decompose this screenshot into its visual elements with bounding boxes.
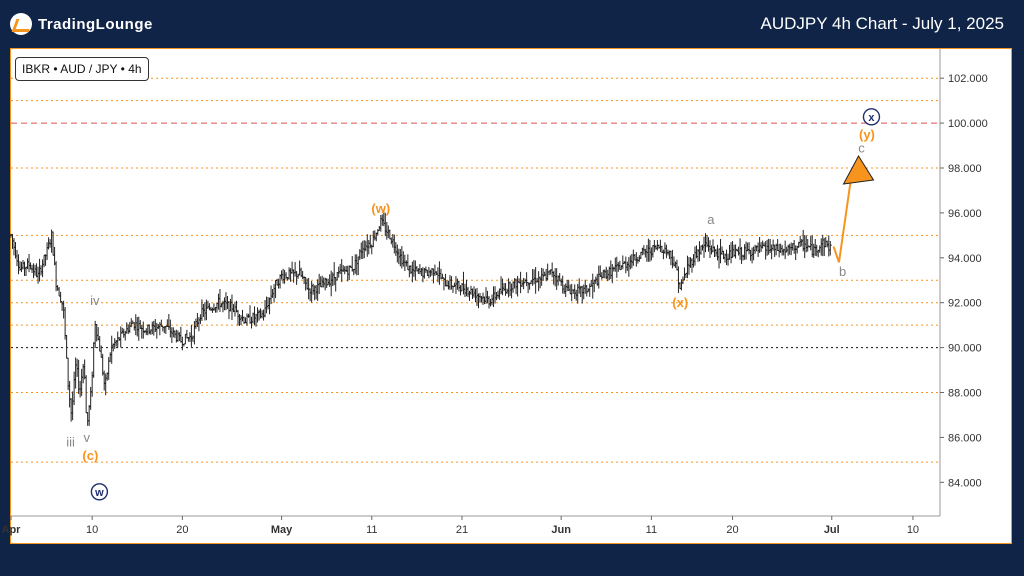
wave-label-8: b	[839, 264, 846, 279]
x-tick-label-7: 11	[646, 524, 657, 536]
price-bar	[84, 375, 88, 414]
projection-path	[832, 167, 854, 263]
top-bar: TradingLounge AUDJPY 4h Chart - July 1, …	[0, 0, 1024, 50]
wave-label-3: (c)	[82, 448, 98, 463]
wave-label-1: iii	[66, 434, 75, 449]
wave-label-11: x	[868, 112, 875, 124]
logo-text: TradingLounge	[38, 15, 153, 33]
x-tick-label-6: Jun	[551, 524, 571, 536]
x-tick-label-10: 10	[907, 524, 919, 536]
price-bar	[350, 256, 354, 272]
y-tick-label-3: 90.000	[948, 343, 982, 355]
chart-logo-icon	[10, 13, 32, 35]
price-bar	[828, 241, 832, 256]
y-tick-label-2: 88.000	[948, 388, 982, 400]
chart-frame	[10, 48, 1012, 544]
y-tick-label-7: 98.000	[948, 163, 982, 175]
y-tick-label-4: 92.000	[948, 298, 982, 310]
tradinglounge-logo[interactable]: TradingLounge	[10, 13, 153, 35]
projection-arrowhead	[842, 154, 875, 185]
wave-label-2: v	[84, 430, 91, 445]
wave-label-10: (y)	[859, 127, 875, 142]
x-tick-label-8: 20	[726, 524, 738, 536]
y-tick-label-8: 100.000	[948, 118, 988, 130]
chart-title: AUDJPY 4h Chart - July 1, 2025	[760, 14, 1004, 33]
y-tick-label-9: 102.000	[948, 73, 988, 85]
y-tick-label-5: 94.000	[948, 253, 982, 265]
y-tick-label-6: 96.000	[948, 208, 982, 220]
wave-label-7: a	[707, 212, 715, 227]
y-tick-label-0: 84.000	[948, 477, 982, 489]
x-tick-label-5: 21	[456, 524, 468, 536]
wave-circle-11	[862, 108, 881, 126]
wave-label-6: (x)	[672, 295, 688, 310]
x-tick-label-0: Apr	[2, 524, 22, 536]
x-tick-label-4: 11	[366, 524, 377, 536]
wave-label-5: (w)	[371, 201, 390, 216]
symbol-badge[interactable]: IBKR • AUD / JPY • 4h	[15, 57, 149, 81]
wave-label-0: iv	[90, 293, 100, 308]
x-tick-label-2: 20	[176, 524, 188, 536]
wave-label-4: w	[94, 487, 104, 499]
y-tick-label-1: 86.000	[948, 432, 982, 444]
x-tick-label-1: 10	[86, 524, 98, 536]
wave-label-9: c	[858, 140, 865, 155]
x-tick-label-9: Jul	[824, 524, 840, 536]
x-tick-label-3: May	[271, 524, 293, 536]
wave-circle-4	[90, 483, 109, 501]
